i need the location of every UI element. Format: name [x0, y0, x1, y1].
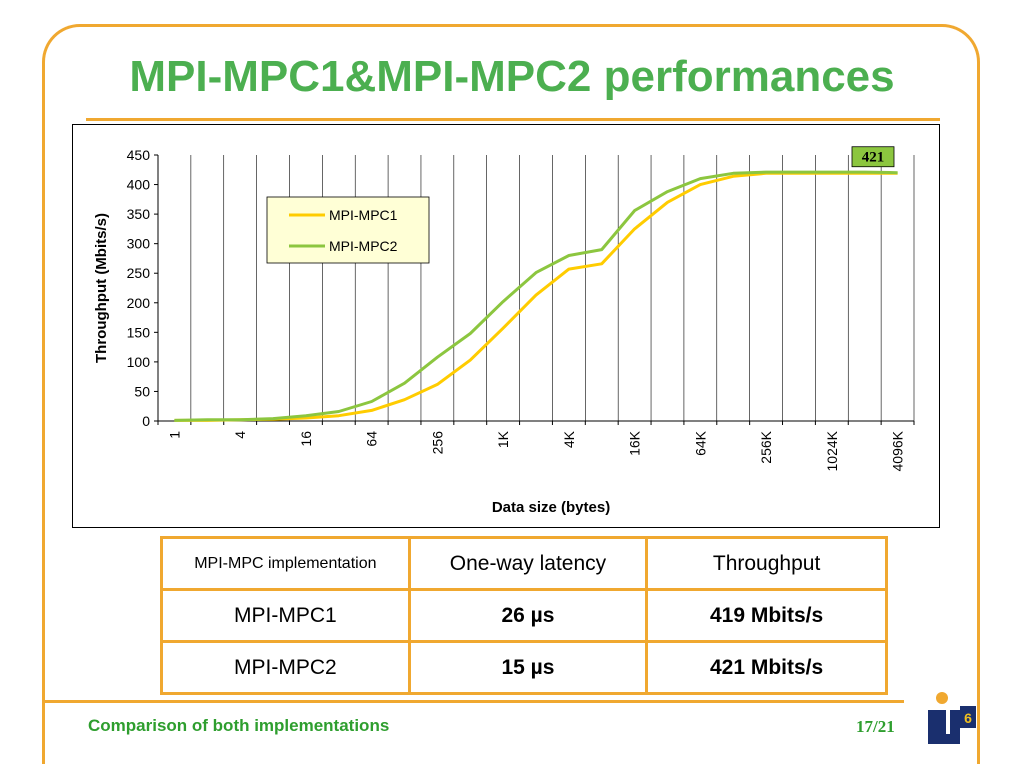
- y-tick-label: 450: [127, 147, 151, 163]
- y-tick-label: 0: [142, 413, 150, 429]
- y-axis-title: Throughput (Mbits/s): [93, 213, 110, 363]
- legend-label: MPI-MPC1: [329, 207, 398, 223]
- x-tick-label: 64: [364, 431, 380, 447]
- annotation-label: 421: [862, 150, 885, 166]
- x-axis-title: Data size (bytes): [492, 499, 610, 516]
- y-tick-label: 250: [127, 265, 151, 281]
- legend-box: [266, 196, 430, 264]
- series-line-mpi-mpc2: [174, 170, 898, 422]
- table-header-cell: One-way latency: [407, 536, 649, 591]
- table-header-cell: Throughput: [645, 536, 888, 591]
- legend-label: MPI-MPC2: [329, 238, 398, 254]
- y-tick-label: 50: [134, 383, 150, 399]
- svg-text:6: 6: [964, 710, 972, 726]
- x-tick-label: 4: [232, 431, 248, 439]
- x-tick-label: 16K: [627, 430, 643, 456]
- table-header-cell: MPI-MPC implementation: [160, 536, 411, 591]
- x-tick-label: 64K: [692, 430, 708, 456]
- y-tick-label: 150: [127, 324, 151, 340]
- footer-divider: [42, 700, 904, 703]
- x-tick-label: 1024K: [824, 430, 840, 471]
- title-divider: [86, 118, 940, 121]
- y-tick-label: 300: [127, 236, 151, 252]
- table-cell: 419 Mbits/s: [645, 588, 888, 643]
- y-tick-label: 200: [127, 295, 151, 311]
- table-row: MPI-MPC1 26 µs 419 Mbits/s: [160, 588, 888, 643]
- slide-frame: [42, 24, 980, 764]
- table-cell: MPI-MPC2: [160, 640, 411, 695]
- table-cell: 26 µs: [407, 588, 649, 643]
- x-tick-label: 4096K: [890, 430, 906, 471]
- x-tick-label: 1K: [495, 430, 511, 448]
- table-cell: MPI-MPC1: [160, 588, 411, 643]
- y-tick-label: 100: [127, 354, 151, 370]
- slide-title: MPI-MPC1&MPI-MPC2 performances: [129, 52, 895, 101]
- table-row: MPI-MPC2 15 µs 421 Mbits/s: [160, 640, 888, 695]
- page-number: 17/21: [856, 717, 895, 736]
- x-tick-label: 1: [166, 431, 182, 439]
- y-tick-label: 400: [127, 177, 151, 193]
- x-tick-label: 16: [298, 431, 314, 447]
- chart-container: 0 50 100 150 200 250 300 350 400 450 1 4 16 64 256 1K 4K…: [72, 124, 940, 528]
- annotation-box: [851, 146, 895, 168]
- y-tick-label: 350: [127, 206, 151, 222]
- table-header-row: MPI-MPC implementation One-way latency T…: [160, 536, 888, 591]
- x-tick-label: 256: [429, 431, 445, 455]
- lip6-logo: 6: [928, 692, 976, 744]
- footer-caption: Comparison of both implementations: [88, 716, 390, 735]
- throughput-chart: 0 50 100 150 200 250 300 350 400 450 1 4 16 64 256 1K 4K…: [93, 146, 915, 516]
- x-tick-label: 256K: [758, 430, 774, 463]
- table-cell: 421 Mbits/s: [645, 640, 888, 695]
- x-tick-label: 4K: [561, 430, 577, 448]
- table-cell: 15 µs: [407, 640, 649, 695]
- comparison-table: MPI-MPC implementation One-way latency T…: [160, 536, 888, 695]
